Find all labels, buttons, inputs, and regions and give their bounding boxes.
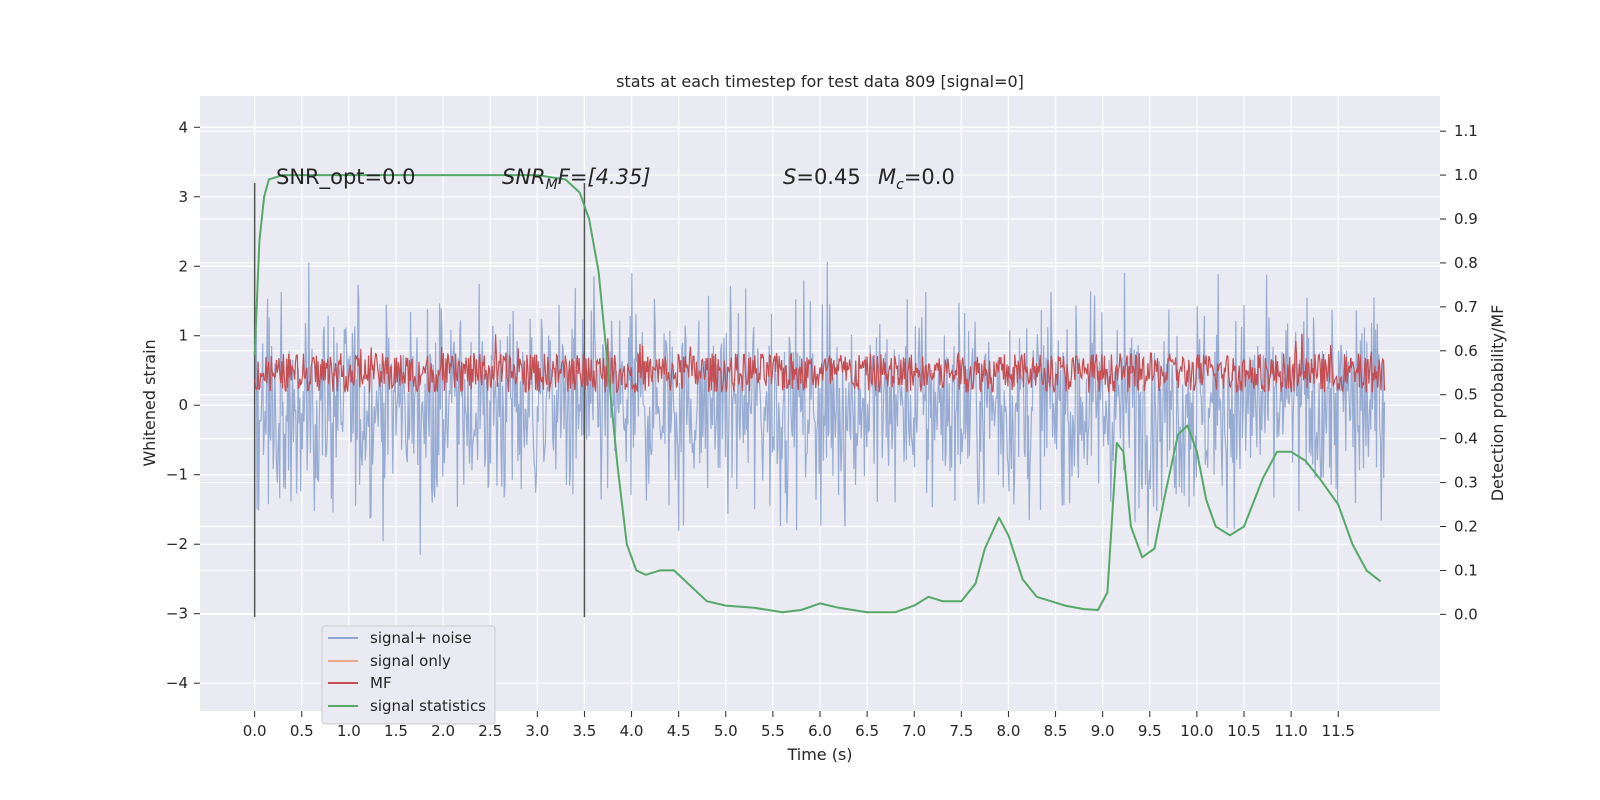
signal-noise-line (254, 261, 1386, 555)
mf-series (254, 333, 1386, 394)
y2-tick-label: 1.1 (1454, 122, 1478, 140)
legend-label-signal: signal only (370, 652, 451, 670)
x-tick-label: 6.5 (855, 722, 879, 740)
signal-statistics-line (253, 174, 1382, 614)
legend-label-noise: signal+ noise (370, 629, 472, 647)
x-tick-label: 8.5 (1044, 722, 1068, 740)
annotation-mc-value: =0.0 (904, 165, 955, 189)
legend-label-stat: signal statistics (370, 697, 486, 715)
x-tick-label: 1.0 (337, 722, 361, 740)
x-tick-label: 9.0 (1091, 722, 1115, 740)
annotation-mc-main: M (878, 165, 896, 189)
y-tick-label: 4 (178, 118, 188, 136)
annotation-s-value: =0.45 (796, 165, 860, 189)
annotation-snr-mf-sub: M (546, 177, 558, 193)
x-tick-label: 7.0 (902, 722, 926, 740)
y2-tick-label: 0.5 (1454, 386, 1478, 404)
annotation-snr-mf-rest: F=[4.35] (558, 165, 651, 189)
y2-tick-label: 0.7 (1454, 298, 1478, 316)
y2-tick-label: 0.3 (1454, 474, 1478, 492)
y2-tick-label: 0.2 (1454, 518, 1478, 536)
mf-line (254, 333, 1386, 394)
annotation-snr-opt: SNR_opt=0.0 (276, 165, 416, 190)
x-tick-label: 10.0 (1180, 722, 1213, 740)
y-tick-label: 0 (178, 396, 188, 414)
annotation-s: S=0.45 (783, 165, 861, 189)
y-tick-label: −1 (166, 466, 188, 484)
x-tick-label: 10.5 (1227, 722, 1260, 740)
y2-tick-label: 1.0 (1454, 166, 1478, 184)
x-tick-label: 9.5 (1138, 722, 1162, 740)
x-tick-label: 8.0 (997, 722, 1021, 740)
y2-tick-labels: 1.1 1.0 0.9 0.8 0.7 0.6 0.5 0.4 0.3 0.2 0.1 0.0 (1440, 122, 1478, 623)
y-tick-label: 2 (178, 257, 188, 275)
x-tick-label: 0.5 (290, 722, 314, 740)
y-tick-label: −3 (166, 605, 188, 623)
y-tick-labels: 4 3 2 1 0 −1 −2 −3 −4 (166, 118, 200, 692)
y2-tick-label: 0.0 (1454, 605, 1478, 623)
vertical-markers (253, 182, 586, 618)
x-tick-label: 5.5 (761, 722, 785, 740)
x-tick-label: 3.5 (573, 722, 597, 740)
annotation-mc: Mc=0.0 (878, 165, 955, 193)
y2-tick-label: 0.1 (1454, 561, 1478, 579)
x-tick-label: 0.0 (243, 722, 267, 740)
x-tick-label: 11.0 (1274, 722, 1307, 740)
legend: signal+ noise signal only MF signal stat… (321, 625, 496, 725)
y-axis-label: Whitened strain (140, 339, 159, 466)
x-tick-label: 11.5 (1322, 722, 1355, 740)
legend-box (321, 625, 496, 725)
y-tick-label: −4 (166, 674, 188, 692)
x-tick-labels: 0.0 0.5 1.0 1.5 2.0 2.5 3.0 3.5 4.0 4.5 5.0 5.5 6.0 6… (243, 711, 1355, 740)
y2-tick-label: 0.6 (1454, 342, 1478, 360)
x-tick-label: 2.0 (431, 722, 455, 740)
x-tick-label: 5.0 (714, 722, 738, 740)
y2-tick-label: 0.8 (1454, 254, 1478, 272)
x-tick-label: 6.0 (808, 722, 832, 740)
annotation-mc-sub: c (896, 177, 904, 193)
x-tick-label: 7.5 (949, 722, 973, 740)
y2-tick-label: 0.9 (1454, 210, 1478, 228)
annotation-snr-mf-main: SNR (502, 165, 546, 189)
x-tick-label: 1.5 (384, 722, 408, 740)
y2-axis-label: Detection probability/MF (1488, 305, 1507, 502)
annotation-s-label: S (783, 165, 796, 189)
signal-noise-series (254, 261, 1386, 555)
y-tick-label: −2 (166, 535, 188, 553)
x-tick-label: 4.0 (620, 722, 644, 740)
x-axis-label: Time (s) (786, 745, 852, 764)
y2-tick-label: 0.4 (1454, 430, 1478, 448)
y-tick-label: 1 (178, 327, 188, 345)
x-tick-label: 3.0 (525, 722, 549, 740)
chart-title: stats at each timestep for test data 809… (616, 72, 1024, 91)
legend-label-mf: MF (370, 674, 392, 692)
y-tick-label: 3 (178, 188, 188, 206)
annotation-snr-mf: SNRMF=[4.35] (502, 165, 651, 193)
signal-statistics-series (253, 174, 1382, 614)
x-tick-label: 2.5 (478, 722, 502, 740)
x-tick-label: 4.5 (667, 722, 691, 740)
